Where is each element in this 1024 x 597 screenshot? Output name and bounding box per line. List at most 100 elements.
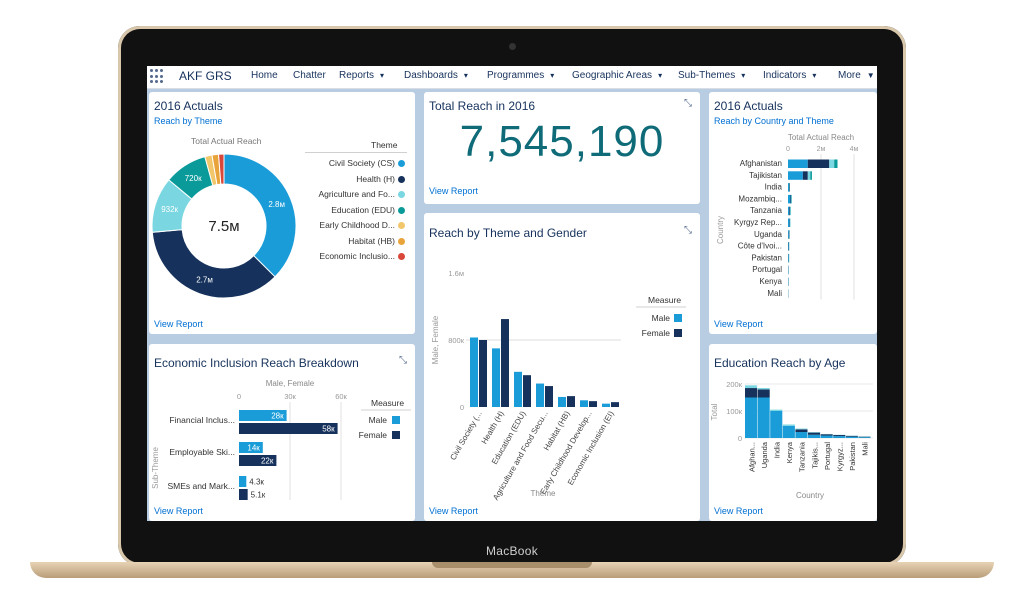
bar-male-education-edu [514,371,522,407]
nav-item-home[interactable]: Home [251,70,278,81]
legend-divider [305,152,407,153]
y-tick-label: India [765,183,783,192]
bar-tanzania-age-3 [795,428,808,430]
view-report-link[interactable]: View Report [429,506,478,516]
bar-tajikistan-health-h [802,171,808,180]
card-title: Economic Inclusion Reach Breakdown [154,356,359,370]
card-title: Education Reach by Age [714,356,846,370]
bar-female-smes-and-mark [239,489,248,500]
chevron-down-icon: ▾ [380,71,385,80]
legend-item-male: Male [369,415,388,425]
card-subtitle[interactable]: Reach by Theme [154,116,223,126]
nav-item-dashboards[interactable]: Dashboards ▾ [404,70,468,81]
expand-icon[interactable]: ⤡ [684,98,692,109]
expand-icon[interactable]: ⤡ [399,355,407,366]
y-tick-label: 1.6м [448,269,464,278]
laptop-base [30,562,994,578]
x-tick-label: Mali [861,442,870,456]
donut-slice-civil-society-cs [223,153,297,278]
x-tick-label: 4м [850,146,859,153]
view-report-link[interactable]: View Report [429,186,478,196]
chevron-down-icon: ▾ [812,71,817,80]
view-report-link[interactable]: View Report [154,319,203,329]
bar-mozambiq-civil-society-cs [788,194,791,204]
nav-item-indicators[interactable]: Indicators ▾ [763,70,816,81]
y-tick-label: Côte d'Ivoi... [738,242,782,251]
laptop-notch [432,562,592,568]
card-subtitle[interactable]: Reach by Country and Theme [714,116,834,126]
bar-kyrgyz-age-1 [833,436,846,438]
x-tick-label: Kyrgyz... [836,442,845,471]
x-tick-label: Portugal [823,442,832,470]
bar-male-early-childhood-develop [580,400,588,407]
view-report-link[interactable]: View Report [714,506,763,516]
y-tick-label: Kenya [759,277,782,286]
nav-item-sub-themes[interactable]: Sub-Themes ▾ [678,70,745,81]
app-launcher-icon[interactable] [150,69,165,84]
chevron-down-icon: ▼ [866,71,875,80]
nav-item-reports[interactable]: Reports ▾ [339,70,384,81]
x-tick-label: Tajikis... [810,442,819,469]
legend-title: Measure [648,295,681,305]
bar-female-employable-ski [239,455,277,466]
bar-value-label: 4.3к [249,478,264,487]
slice-value-label: 2.7м [196,276,213,285]
legend-swatch [398,237,405,245]
y-tick-label: 0 [738,434,742,443]
card-reach-by-theme: 2016 Actuals Reach by Theme Total Actual… [149,92,415,334]
legend-item-agriculture-and-fo: Agriculture and Fo... [318,189,395,199]
camera-icon [509,43,516,50]
legend-item-female: Female [642,328,671,338]
x-tick-label: Pakistan [848,442,857,471]
x-tick-label: Civil Society (... [448,410,483,462]
nav-item-geographic-areas[interactable]: Geographic Areas ▾ [572,70,662,81]
legend-title: Theme [371,140,398,150]
card-title: 2016 Actuals [154,99,223,113]
chart-title: Total Actual Reach [191,136,262,146]
nav-item-label: More [838,70,861,81]
bar-kyrgyz-age-2 [833,435,846,437]
y-tick-label: Portugal [752,265,782,274]
bar-female-financial-inclus [239,423,338,434]
bar-tanzania-health-h [789,206,790,216]
bar-value-label: 22к [261,457,274,466]
bar-tanzania-civil-society-cs [788,206,790,216]
y-tick-label: Tanzania [750,206,783,215]
x-tick-label: 0 [237,392,241,401]
bar-tajikis-age-2 [808,432,821,435]
card-theme-gender: Reach by Theme and Gender ⤡ 0 800к 1.6м Mal… [424,213,700,521]
nav-item-programmes[interactable]: Programmes ▾ [487,70,554,81]
nav-item-chatter[interactable]: Chatter [293,70,326,81]
nav-item-more[interactable]: More ▼ [838,70,875,81]
legend-swatch [398,253,405,260]
bar-female-health-h [501,319,509,407]
view-report-link[interactable]: View Report [154,506,203,516]
legend-swatch [398,191,405,198]
bar-female-habitat-hb [567,396,575,407]
legend-swatch [674,329,682,337]
legend-title: Measure [371,398,404,408]
y-axis-label: Male, Female [431,315,440,364]
card-total-reach: Total Reach in 2016 ⤡ 7,545,190 View Rep… [424,92,700,204]
legend-swatch [392,431,400,439]
bar-afghanistan-civil-society-cs [788,159,808,168]
legend-item-female: Female [359,430,388,440]
legend-item-male: Male [652,313,671,323]
y-tick-label: Uganda [754,230,783,239]
chevron-down-icon: ▾ [658,71,663,80]
card-reach-by-country: 2016 Actuals Reach by Country and Theme … [709,92,877,334]
nav-item-label: Dashboards [404,70,458,81]
y-tick-label: Afghanistan [740,159,782,168]
x-tick-label: Kenya [785,441,794,463]
expand-icon[interactable]: ⤡ [684,225,692,236]
chart-title: Total Actual Reach [788,133,854,142]
bar-pakistan-age-1 [845,436,858,438]
x-tick-label: 30к [284,392,296,401]
y-tick-label: 800к [448,336,465,345]
legend-swatch [674,314,682,322]
economic-inclusion-chart: Male, Female 0 30к 60к Sub-Theme Financial In… [151,379,411,500]
bar-tajikis-age-1 [808,434,821,438]
card-title: Total Reach in 2016 [429,99,536,113]
bar-tajikistan-agriculture-and-fo [807,171,811,180]
view-report-link[interactable]: View Report [714,319,763,329]
